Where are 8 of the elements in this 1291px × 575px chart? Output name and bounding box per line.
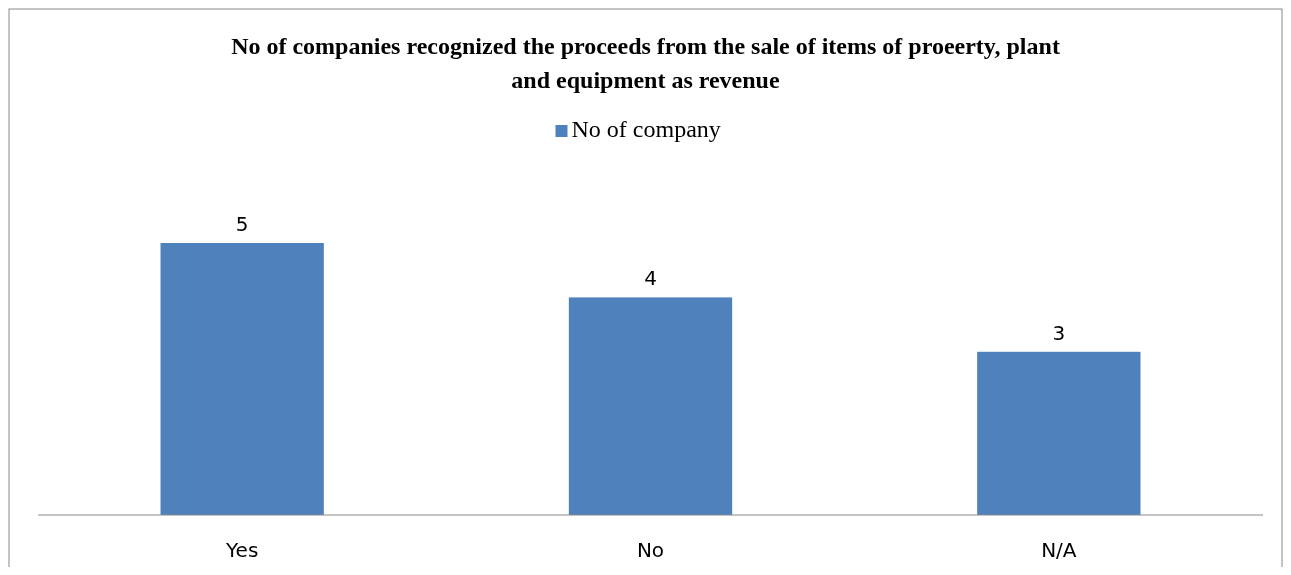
chart-title: No of companies recognized the proceeds from the sale of items of proeerty, plant and equipment as revenue xyxy=(231,33,1060,93)
x-tick-label: N/A xyxy=(1041,538,1077,562)
data-label: 3 xyxy=(1052,320,1066,345)
data-label: 5 xyxy=(235,212,249,236)
data-label: 4 xyxy=(644,266,657,291)
x-tick-label: Yes xyxy=(225,538,259,562)
x-tick-label: No xyxy=(636,538,665,562)
legend-label: No of company xyxy=(571,116,721,142)
